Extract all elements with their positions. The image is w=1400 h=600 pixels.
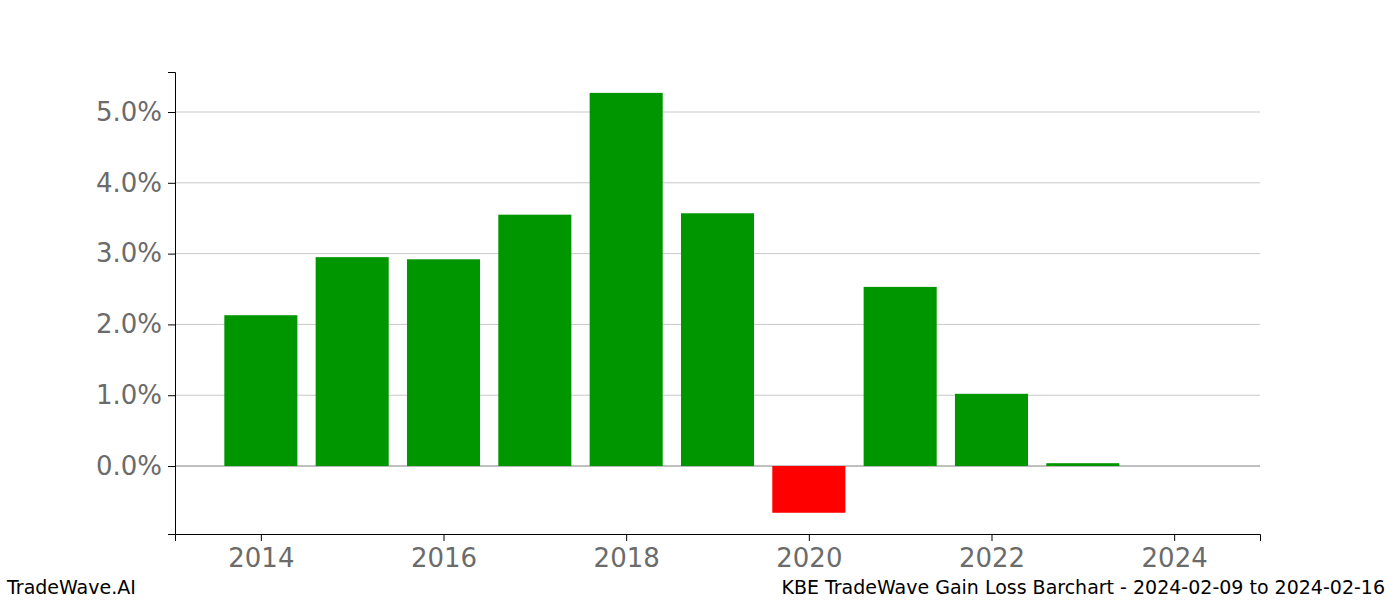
grid	[175, 112, 1260, 466]
y-tick-mark	[168, 112, 175, 113]
x-tick-mark	[1174, 534, 1175, 541]
y-tick: 4.0%	[96, 168, 175, 198]
x-tick-label: 2022	[959, 543, 1025, 573]
grid-line	[175, 112, 1260, 113]
source-label: TradeWave.AI	[6, 576, 136, 598]
bar	[224, 315, 297, 466]
y-tick-label: 4.0%	[96, 168, 162, 198]
x-tick: 2020	[776, 534, 842, 573]
x-tick-mark	[261, 534, 262, 541]
y-tick-label: 3.0%	[96, 238, 162, 268]
x-tick: 2014	[228, 534, 294, 573]
grid-line	[175, 182, 1260, 183]
x-tick-label: 2014	[228, 543, 294, 573]
bar	[1046, 463, 1119, 466]
y-tick-mark	[168, 466, 175, 467]
y-axis-line	[168, 73, 176, 535]
y-tick: 2.0%	[96, 309, 175, 339]
y-tick-mark	[168, 324, 175, 325]
x-tick-mark	[444, 534, 445, 541]
x-tick-mark	[626, 534, 627, 541]
bar	[1138, 466, 1211, 467]
bar	[316, 257, 389, 466]
bar	[955, 394, 1028, 466]
y-tick-label: 2.0%	[96, 309, 162, 339]
y-tick: 0.0%	[96, 451, 175, 481]
bar	[498, 215, 571, 466]
x-tick: 2022	[959, 534, 1025, 573]
x-tick-mark	[991, 534, 992, 541]
x-tick-mark	[809, 534, 810, 541]
bar	[590, 93, 663, 466]
x-tick-label: 2020	[776, 543, 842, 573]
title: KBE TradeWave Gain Loss Barchart - 2024-…	[781, 576, 1385, 598]
y-tick-mark	[168, 254, 175, 255]
y-axis: 0.0% 1.0% 2.0% 3.0% 4.0% 5.0%	[96, 73, 176, 535]
x-tick: 2024	[1142, 534, 1208, 573]
x-tick-label: 2016	[411, 543, 477, 573]
x-axis: 2014 2016 2018 2020 2022 2024	[176, 534, 1261, 573]
y-tick-label: 5.0%	[96, 97, 162, 127]
y-tick-mark	[168, 395, 175, 396]
x-tick-label: 2024	[1142, 543, 1208, 573]
y-tick: 3.0%	[96, 238, 175, 268]
x-tick: 2016	[411, 534, 477, 573]
x-tick-label: 2018	[594, 543, 660, 573]
bar	[864, 287, 937, 466]
bar	[681, 213, 754, 466]
y-tick-label: 0.0%	[96, 451, 162, 481]
y-tick: 1.0%	[96, 380, 175, 410]
bar	[407, 259, 480, 466]
x-axis-line	[176, 535, 1261, 542]
bar	[772, 466, 845, 513]
bars	[224, 93, 1119, 513]
y-tick-mark	[168, 183, 175, 184]
y-tick: 5.0%	[96, 97, 175, 127]
chart: 0.0% 1.0% 2.0% 3.0% 4.0% 5.0% 2014 2016 2018 2020…	[0, 0, 1400, 600]
y-tick-label: 1.0%	[96, 380, 162, 410]
x-tick: 2018	[594, 534, 660, 573]
